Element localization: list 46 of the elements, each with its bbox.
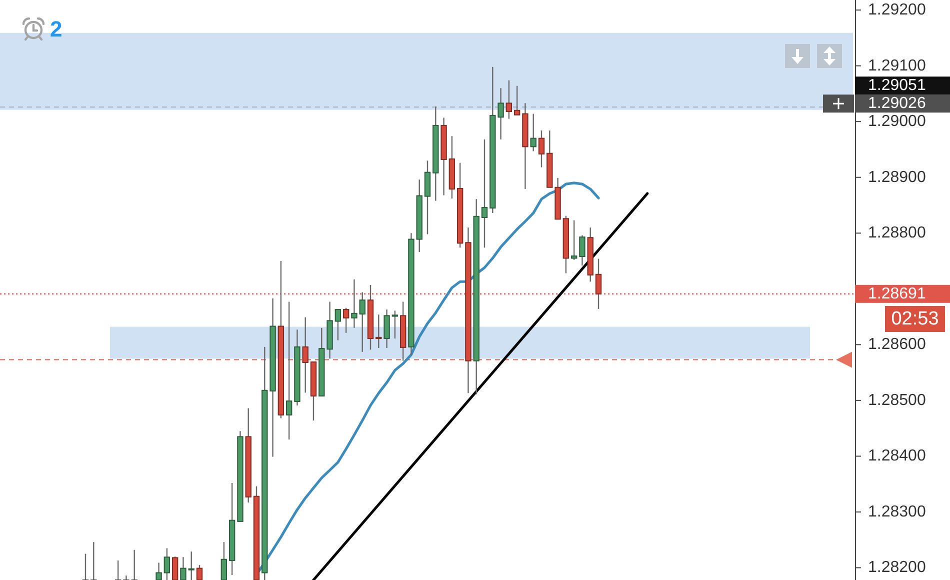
candlestick	[156, 562, 162, 580]
ref-line-label: 1.29026	[868, 95, 926, 112]
candlestick	[114, 560, 122, 580]
y-tick-label: 1.29100	[868, 57, 926, 74]
candlestick	[90, 541, 97, 580]
candlestick	[514, 85, 520, 116]
candlestick	[424, 160, 431, 235]
candlestick	[481, 138, 488, 248]
candlestick	[579, 234, 586, 266]
candlestick	[595, 258, 602, 310]
candlestick	[359, 292, 366, 353]
candlestick	[286, 301, 292, 440]
y-tick-label: 1.28500	[868, 392, 926, 409]
candlestick	[392, 310, 398, 340]
candlestick	[123, 574, 130, 580]
candlestick	[188, 550, 194, 580]
ref-line-label: 1.28691	[868, 285, 926, 302]
candlestick	[131, 549, 138, 580]
text: 02:53	[891, 308, 939, 330]
candlestick	[164, 548, 170, 580]
y-tick-label: 1.29000	[868, 113, 926, 130]
y-tick-label: 1.28600	[868, 336, 926, 354]
candlestick	[172, 556, 178, 580]
candlestick	[196, 564, 203, 580]
candlestick	[498, 88, 504, 140]
candlestick	[82, 553, 89, 580]
candlestick	[180, 556, 186, 580]
candlestick	[342, 307, 350, 334]
y-tick-label: 1.28400	[868, 448, 926, 465]
candlestick	[334, 308, 342, 341]
y-tick-label: 1.28800	[868, 224, 926, 242]
candlestick	[530, 113, 536, 152]
y-tick-label: 1.29200	[868, 2, 926, 19]
candlestick	[376, 314, 382, 349]
text: 1.29051	[868, 77, 926, 94]
candlestick	[351, 278, 358, 329]
candlestick	[506, 80, 512, 120]
candlestick	[384, 308, 390, 349]
candlestick	[302, 316, 308, 394]
candlestick	[538, 130, 545, 168]
candlestick	[220, 541, 228, 580]
y-tick-label: 1.28300	[868, 503, 926, 520]
y-tick-label: 1.28900	[868, 168, 926, 186]
annotation: 2	[50, 16, 62, 42]
y-tick-label: 1.28200	[868, 559, 926, 576]
candlestick	[570, 220, 578, 260]
